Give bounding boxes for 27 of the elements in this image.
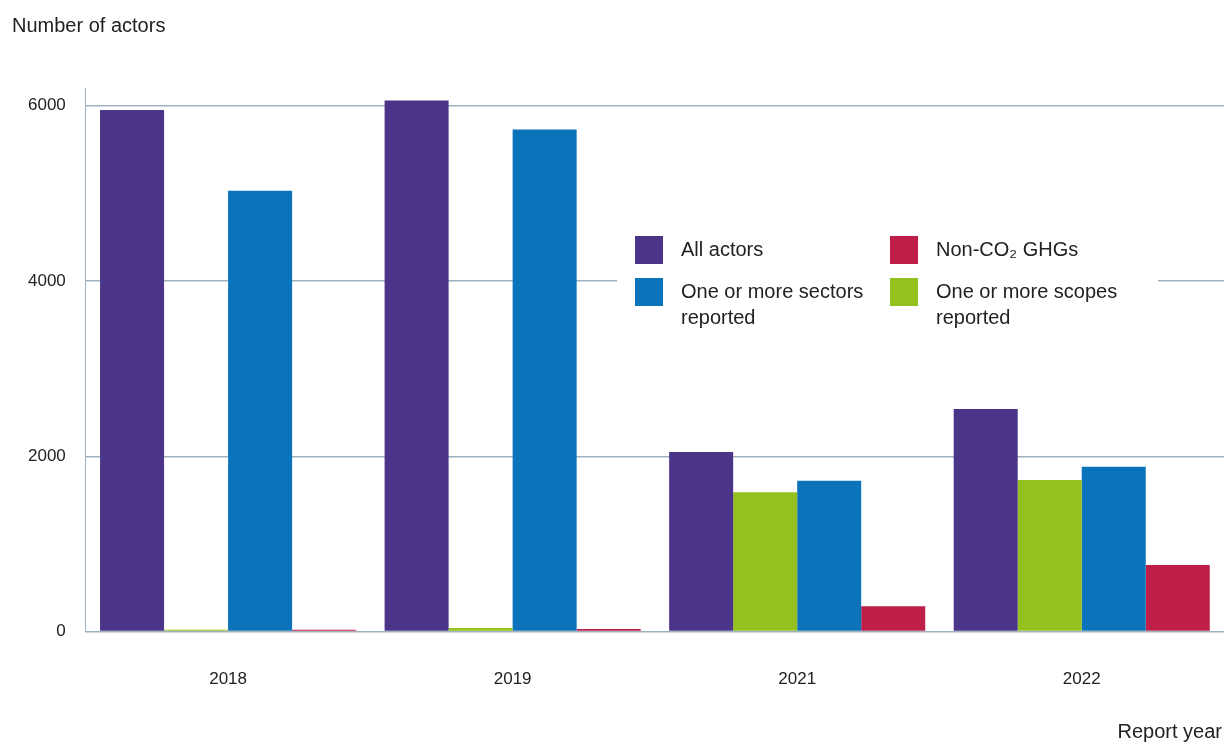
y-tick-label: 2000 xyxy=(27,446,66,465)
x-tick-label: 2018 xyxy=(209,669,248,689)
bar xyxy=(512,129,577,631)
bar xyxy=(228,190,293,631)
bar xyxy=(100,110,165,631)
x-tick-label: 2022 xyxy=(1062,669,1101,689)
legend-label: One or more scopes reported xyxy=(936,279,1119,330)
y-tick-label: 0 xyxy=(56,621,66,641)
y-tick-label: 6000 xyxy=(27,95,66,115)
bar xyxy=(797,480,862,631)
legend-label: All actors xyxy=(681,237,765,262)
bar xyxy=(384,100,449,631)
bar xyxy=(669,451,734,631)
y-tick-label: 4000 xyxy=(27,270,66,290)
bar xyxy=(733,492,798,631)
bar xyxy=(861,606,926,631)
y-axis-title: Number of actors xyxy=(12,14,166,37)
x-axis-title: Report year xyxy=(1117,720,1222,743)
bar xyxy=(1081,466,1146,631)
bar xyxy=(1017,479,1082,631)
bar xyxy=(448,628,513,631)
x-tick-label: 2021 xyxy=(778,669,817,689)
bar xyxy=(1145,564,1210,631)
legend-label: One or more sectors reported xyxy=(681,279,865,330)
bar xyxy=(953,408,1018,631)
legend-label: Non-CO₂ GHGs xyxy=(936,237,1080,262)
x-tick-label: 2019 xyxy=(493,669,532,689)
